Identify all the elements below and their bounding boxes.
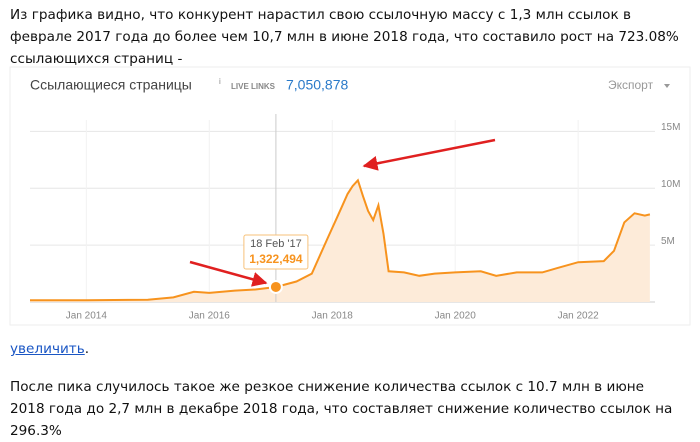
x-tick-label: Jan 2018 <box>312 311 354 322</box>
tooltip-box <box>243 234 309 270</box>
link-line: увеличить. <box>10 338 89 360</box>
y-tick-label: 15M <box>661 122 680 133</box>
y-tick-label: 10M <box>661 179 680 190</box>
highlight-point <box>268 279 283 294</box>
tooltip-value: 1,322,494 <box>249 252 303 266</box>
x-tick-label: Jan 2020 <box>435 311 477 322</box>
export-button[interactable]: Экспорт <box>608 78 654 92</box>
chart: Ссылающиеся страницы i LIVE LINKS 7,050,… <box>9 66 691 326</box>
text-line: 296.3% <box>10 423 62 439</box>
tooltip-date: 18 Feb '17 <box>250 238 302 250</box>
arrow <box>362 138 496 171</box>
text-line: ссылающихся страниц - <box>10 51 183 67</box>
y-tick-label: 5M <box>661 236 675 247</box>
chart-title: Ссылающиеся страницы <box>30 77 192 93</box>
text-line: После пика случилось такое же резкое сни… <box>10 379 645 395</box>
series-line <box>30 178 651 302</box>
link-suffix: . <box>84 341 90 357</box>
x-tick-label: Jan 2022 <box>558 311 600 322</box>
badge: LIVE LINKS <box>231 82 276 91</box>
total: 7,050,878 <box>286 77 348 93</box>
zoom-link[interactable]: увеличить <box>10 341 85 357</box>
text-line: 2018 года до 2,7 млн в декабре 2018 года… <box>10 401 673 417</box>
text-line: Из графика видно, что конкурент нарастил… <box>10 7 632 23</box>
area-fill <box>30 180 650 302</box>
arrow <box>189 260 268 287</box>
x-tick-label: Jan 2016 <box>189 311 231 322</box>
export-caret[interactable] <box>664 84 670 88</box>
text-line: феврале 2017 года до более чем 10,7 млн … <box>10 29 679 45</box>
info-icon[interactable]: i <box>219 77 221 86</box>
x-tick-label: Jan 2014 <box>66 311 108 322</box>
